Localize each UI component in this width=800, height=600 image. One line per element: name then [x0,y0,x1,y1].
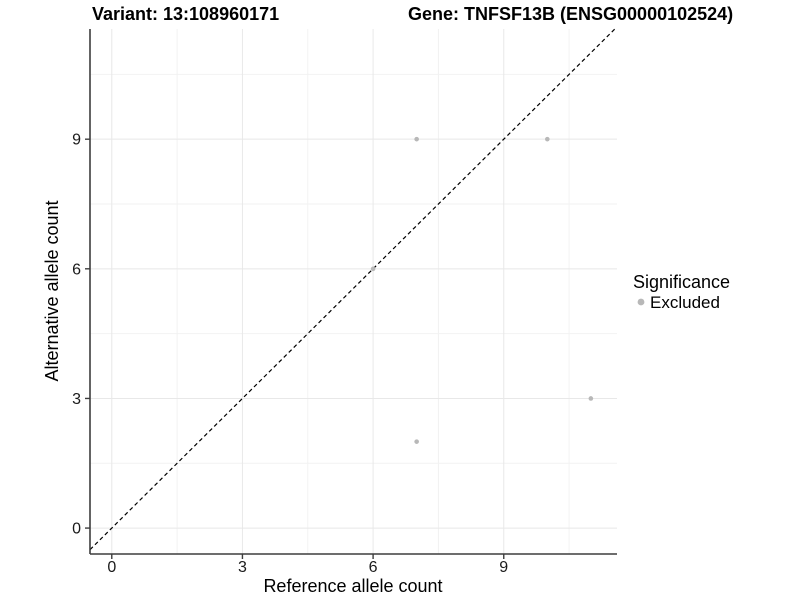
axis-tick-marks [85,138,505,559]
gridlines-minor [90,29,617,554]
data-point [588,396,594,401]
x-axis-title: Reference allele count [263,576,442,596]
variant-title: Variant: 13:108960171 [92,4,279,24]
y-axis-title: Alternative allele count [42,200,62,381]
gridlines-major [90,29,617,554]
x-tick-label: 0 [107,559,116,576]
axis-tick-labels: 0 3 6 9 0 3 6 9 [72,132,508,576]
data-point [414,136,419,142]
data-point [414,439,419,444]
legend-key-excluded-icon [637,298,645,306]
y-tick-label: 3 [72,391,81,408]
legend: Significance Excluded [633,272,730,312]
data-points [370,136,594,444]
x-tick-label: 3 [238,559,247,576]
y-tick-label: 9 [72,132,81,149]
gene-title: Gene: TNFSF13B (ENSG00000102524) [408,4,733,24]
legend-title: Significance [633,272,730,292]
x-tick-label: 6 [369,559,378,576]
data-point [370,266,376,272]
identity-line-dashed [89,28,616,551]
legend-label-excluded: Excluded [650,293,720,312]
data-point [545,136,550,142]
y-tick-label: 6 [72,261,81,278]
x-tick-label: 9 [499,559,508,576]
plot-panel [90,29,617,554]
identity-reference-line [89,28,616,551]
y-tick-label: 0 [72,521,81,538]
